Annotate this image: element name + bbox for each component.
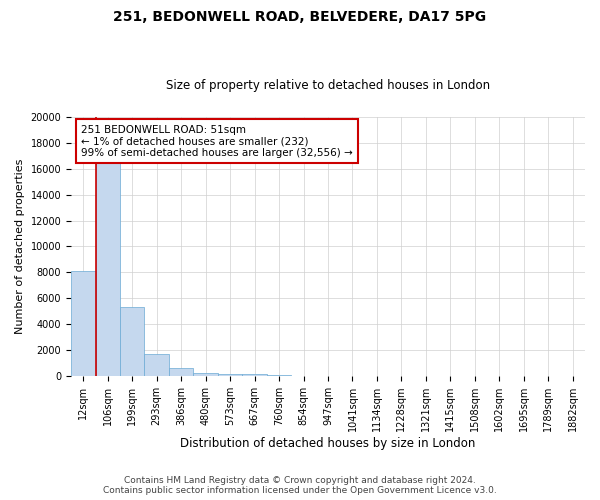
Bar <box>218 374 242 376</box>
Bar <box>267 375 292 376</box>
Bar <box>120 308 145 376</box>
Bar <box>95 162 120 376</box>
Bar <box>193 372 218 376</box>
Y-axis label: Number of detached properties: Number of detached properties <box>15 159 25 334</box>
Text: 251, BEDONWELL ROAD, BELVEDERE, DA17 5PG: 251, BEDONWELL ROAD, BELVEDERE, DA17 5PG <box>113 10 487 24</box>
Text: 251 BEDONWELL ROAD: 51sqm
← 1% of detached houses are smaller (232)
99% of semi-: 251 BEDONWELL ROAD: 51sqm ← 1% of detach… <box>82 124 353 158</box>
Text: Contains HM Land Registry data © Crown copyright and database right 2024.
Contai: Contains HM Land Registry data © Crown c… <box>103 476 497 495</box>
Bar <box>242 374 267 376</box>
Bar <box>169 368 193 376</box>
X-axis label: Distribution of detached houses by size in London: Distribution of detached houses by size … <box>181 437 476 450</box>
Bar <box>71 271 95 376</box>
Bar <box>145 354 169 376</box>
Title: Size of property relative to detached houses in London: Size of property relative to detached ho… <box>166 79 490 92</box>
